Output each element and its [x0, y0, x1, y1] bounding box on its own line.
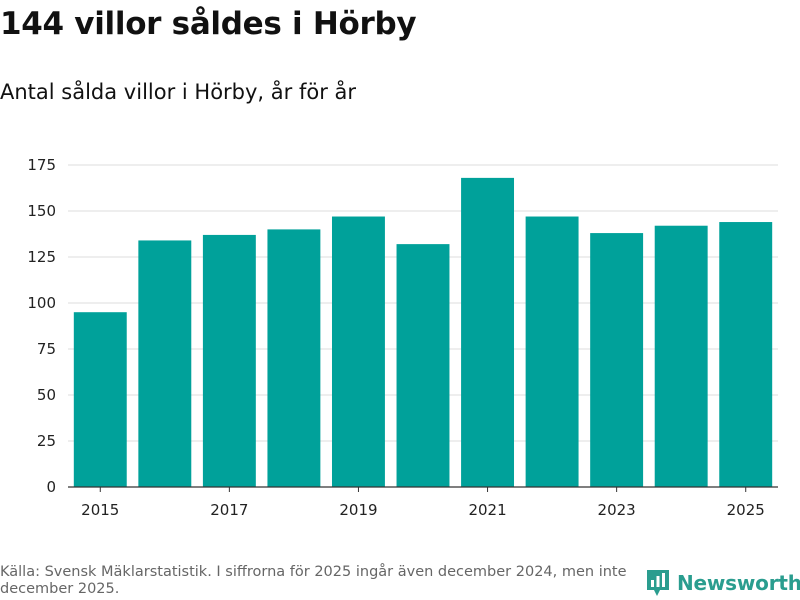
bar-2022: [525, 216, 579, 487]
bar-2023: [590, 233, 644, 487]
newsworthy-logo[interactable]: Newsworthy: [645, 568, 800, 598]
brand-name: Newsworthy: [677, 571, 800, 595]
chart-title: 144 villor såldes i Hörby: [0, 6, 417, 42]
bar-2018: [267, 229, 321, 487]
y-tick-label-125: 125: [27, 248, 56, 266]
x-tick-label-2015: 2015: [81, 501, 119, 519]
newsworthy-icon: [647, 570, 669, 596]
bar-2024: [654, 225, 708, 487]
y-tick-label-75: 75: [37, 340, 56, 358]
x-tick-label-2023: 2023: [598, 501, 636, 519]
bar-chart: 0 25 50 75 100 125 150 175 2015 2017 2019 2021 2023 2…: [27, 156, 778, 519]
x-tick-label-2017: 2017: [210, 501, 248, 519]
axes: 0 25 50 75 100 125 150 175 2015 2017 2019 2021 2023 2…: [27, 156, 778, 519]
chart-subtitle: Antal sålda villor i Hörby, år för år: [0, 80, 357, 104]
bar-2019: [331, 216, 385, 487]
x-tick-label-2021: 2021: [468, 501, 506, 519]
bar-2020: [396, 244, 450, 487]
y-tick-label-100: 100: [27, 294, 56, 312]
y-tick-label-50: 50: [37, 386, 56, 404]
source-note: Källa: Svensk Mäklarstatistik. I siffror…: [0, 564, 627, 597]
y-tick-label-175: 175: [27, 156, 56, 174]
y-tick-label-150: 150: [27, 202, 56, 220]
y-tick-label-0: 0: [46, 478, 56, 496]
bar-2021: [461, 177, 515, 487]
bars: [73, 177, 773, 488]
bar-2025: [719, 222, 773, 488]
bar-2015: [73, 312, 127, 487]
x-tick-label-2019: 2019: [339, 501, 377, 519]
bar-2017: [202, 234, 256, 487]
x-tick-label-2025: 2025: [727, 501, 765, 519]
bar-2016: [138, 240, 192, 487]
y-tick-label-25: 25: [37, 432, 56, 450]
